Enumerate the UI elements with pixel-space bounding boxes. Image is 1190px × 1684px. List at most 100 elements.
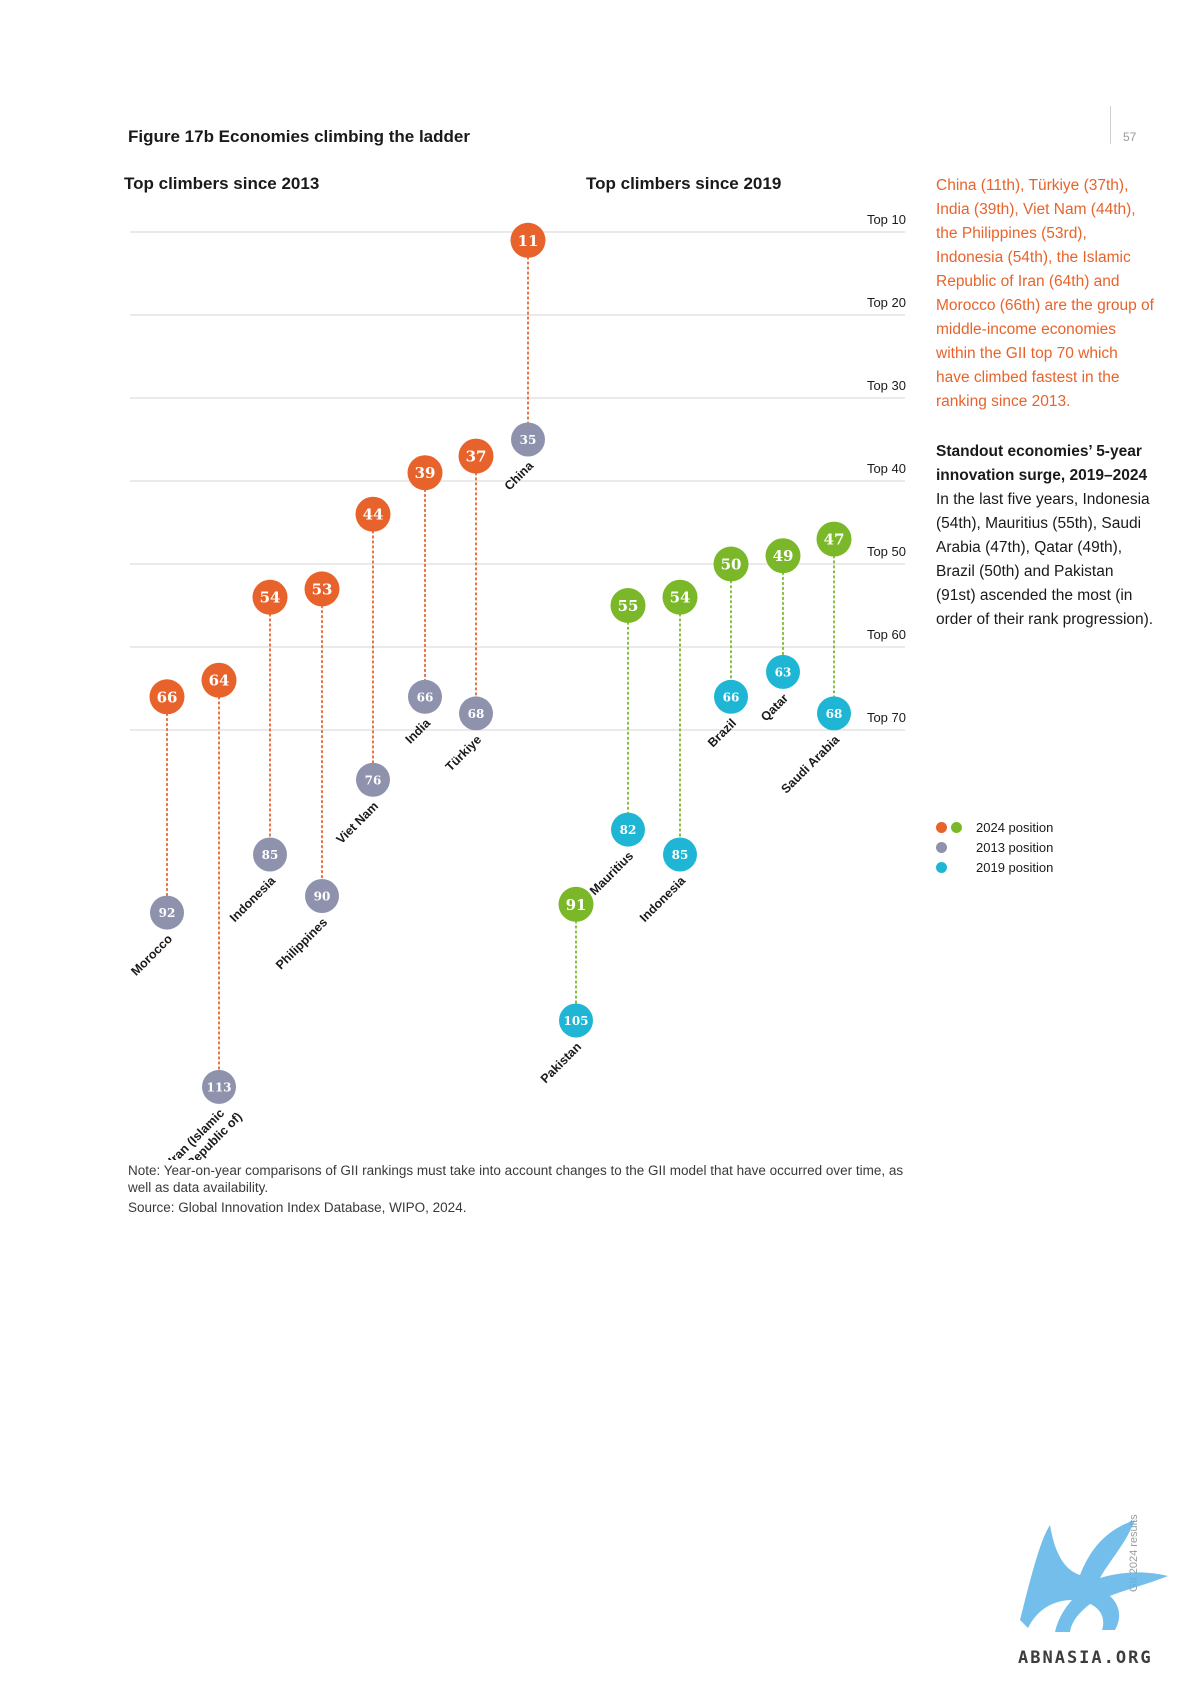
rank-start-value: 85 <box>672 848 689 862</box>
rank-2024-bubble <box>355 496 391 532</box>
country-label: Philippines <box>273 915 330 972</box>
tier-label: Top 30 <box>867 378 906 393</box>
rank-start-value: 105 <box>563 1014 588 1028</box>
rank-2024-bubble <box>510 222 546 258</box>
legend-dot-grey <box>936 841 947 853</box>
country-label: Indonesia <box>227 873 279 925</box>
highlight-paragraph: China (11th), Türkiye (37th), India (39t… <box>936 177 1154 410</box>
country-label: Mauritius <box>587 849 636 898</box>
rank-start-value: 76 <box>365 773 382 787</box>
ladder-chart: Top 10 Top 20 Top 30 Top 40 Top 50 Top 60 Top … <box>128 212 906 1160</box>
rank-2024-bubble <box>558 886 594 922</box>
country-label: Viet Nam <box>334 799 382 847</box>
rank-2024-value: 54 <box>260 589 281 607</box>
rank-2024-bubble <box>304 571 340 607</box>
rank-start-value: 68 <box>826 707 843 721</box>
rank-start-bubble <box>817 696 851 731</box>
rank-start-value: 90 <box>314 890 331 904</box>
legend-swatch-2019 <box>936 861 976 873</box>
rank-start-bubble <box>150 895 184 930</box>
tier-label: Top 40 <box>867 461 906 476</box>
legend-label: 2024 position <box>976 819 1054 835</box>
legend-dot-blue <box>936 861 947 873</box>
legend-swatch-2024 <box>936 821 976 833</box>
standout-heading: Standout economies’ 5-year innovation su… <box>936 443 1148 484</box>
watermark-text: ABNASIA.ORG <box>1018 1648 1153 1668</box>
rank-start-value: 63 <box>775 665 792 679</box>
country-label: India <box>403 715 434 746</box>
rank-start-value: 82 <box>620 823 637 837</box>
legend-swatch-2013 <box>936 841 976 853</box>
rank-start-bubble <box>305 879 339 913</box>
rank-start-bubble <box>766 654 800 689</box>
rank-2024-bubble <box>610 588 646 623</box>
chart-legend: 2024 position 2013 position 2019 positio… <box>936 817 1053 877</box>
legend-item-2024: 2024 position <box>936 817 1053 837</box>
rank-start-value: 68 <box>468 707 485 721</box>
country-label: Iran (IslamicRepublic of) <box>166 1099 245 1160</box>
country-label: Qatar <box>758 691 791 724</box>
tier-label: Top 50 <box>867 544 906 559</box>
rank-2024-bubble <box>765 538 801 574</box>
legend-dot-orange <box>936 821 947 833</box>
rank-start-bubble <box>356 762 390 797</box>
rank-start-bubble <box>511 422 545 457</box>
rank-start-value: 35 <box>520 433 537 447</box>
rank-2024-bubble <box>662 579 698 615</box>
legend-item-2013: 2013 position <box>936 837 1053 857</box>
rank-2024-value: 64 <box>209 672 230 690</box>
rank-start-bubble <box>202 1069 236 1104</box>
rank-start-value: 66 <box>417 690 434 704</box>
rank-2024-value: 66 <box>157 688 178 706</box>
country-label: Türkiye <box>443 733 484 774</box>
rank-2024-value: 50 <box>721 556 742 574</box>
tier-label: Top 20 <box>867 295 906 310</box>
section-title-since-2019: Top climbers since 2019 <box>586 174 782 193</box>
country-label: Morocco <box>128 932 175 979</box>
rank-2024-value: 49 <box>773 547 794 565</box>
country-label: China <box>502 458 537 493</box>
country-label: Pakistan <box>538 1040 584 1086</box>
legend-item-2019: 2019 position <box>936 857 1053 877</box>
rank-2024-value: 55 <box>618 597 639 615</box>
rank-start-bubble <box>253 837 287 872</box>
rank-2024-bubble <box>713 546 749 582</box>
rank-start-value: 85 <box>262 848 279 862</box>
rank-start-bubble <box>559 1003 593 1038</box>
rank-2024-bubble <box>149 679 185 715</box>
figure-title: Figure 17b Economies climbing the ladder <box>128 127 470 146</box>
rank-start-bubble <box>459 696 493 731</box>
rank-2024-value: 54 <box>670 589 691 607</box>
country-label: Indonesia <box>637 873 689 925</box>
tier-label: Top 10 <box>867 212 906 227</box>
rank-2024-bubble <box>458 438 494 474</box>
rank-2024-value: 39 <box>415 464 436 482</box>
tier-label: Top 60 <box>867 627 906 642</box>
rank-start-bubble <box>408 679 442 714</box>
rank-2024-value: 47 <box>824 531 845 549</box>
standout-paragraph: In the last five years, Indonesia (54th)… <box>936 491 1154 628</box>
rank-2024-bubble <box>201 662 237 698</box>
page-number: 57 <box>1123 130 1137 144</box>
tier-label: Top 70 <box>867 710 906 725</box>
figure-source: Source: Global Innovation Index Database… <box>128 1200 467 1215</box>
section-title-since-2013: Top climbers since 2013 <box>124 174 320 193</box>
rank-start-bubble <box>714 679 748 714</box>
rank-start-bubble <box>663 837 697 872</box>
legend-label: 2013 position <box>976 839 1054 855</box>
rank-2024-value: 91 <box>566 896 587 914</box>
rank-2024-bubble <box>816 521 852 557</box>
rank-2024-bubble <box>252 579 288 615</box>
rank-2024-value: 11 <box>518 232 539 250</box>
figure-note: Note: Year-on-year comparisons of GII ra… <box>128 1163 904 1195</box>
rank-start-value: 66 <box>723 690 740 704</box>
legend-dot-green <box>951 821 962 833</box>
country-label: Brazil <box>705 716 739 750</box>
rank-start-value: 92 <box>159 906 176 920</box>
rank-2024-value: 37 <box>466 448 487 466</box>
griffin-watermark-icon <box>1020 1520 1168 1632</box>
rank-start-value: 113 <box>206 1080 231 1094</box>
country-label: Saudi Arabia <box>779 732 843 796</box>
rank-2024-value: 44 <box>363 506 384 524</box>
page-divider <box>1110 106 1111 144</box>
